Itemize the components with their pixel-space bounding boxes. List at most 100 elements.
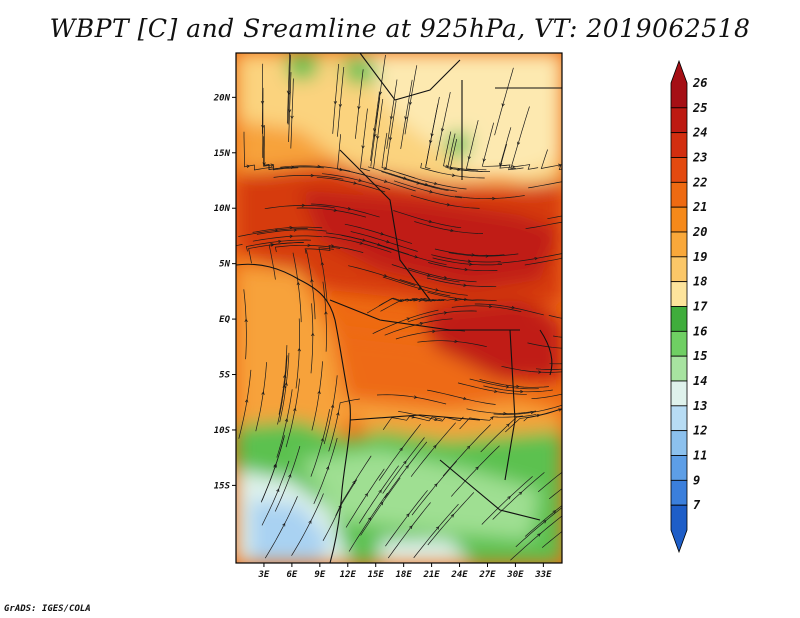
streamline [264, 205, 335, 210]
border-equatorial [329, 299, 520, 331]
streamline [287, 54, 291, 125]
streamline-arrow [399, 447, 403, 452]
streamline [279, 352, 290, 423]
streamline-arrow [467, 259, 472, 263]
streamline [537, 471, 562, 493]
lat-label: 20N [213, 93, 231, 103]
map-frame [235, 52, 563, 564]
streamline [549, 363, 562, 365]
streamline-arrow [288, 473, 292, 478]
border-east-africa [504, 329, 516, 481]
colorbar-swatch [670, 256, 688, 283]
streamline [408, 267, 477, 283]
lon-label: 6E [286, 570, 297, 580]
streamline-arrow [454, 339, 459, 344]
field-north-green-patch-2 [340, 58, 380, 85]
colorbar-label: 26 [692, 76, 707, 90]
streamline [448, 252, 519, 257]
lat-label: 5N [219, 260, 230, 270]
streamline-arrow [380, 501, 384, 506]
streamline [370, 91, 380, 161]
streamline [263, 136, 299, 171]
streamline-arrow [454, 298, 459, 302]
lat-label: 5S [219, 371, 230, 381]
streamline-arrow [571, 523, 574, 526]
streamline-arrow [471, 253, 476, 257]
colorbar-swatch [670, 231, 688, 258]
streamline [479, 379, 549, 388]
streamline-arrow [464, 267, 469, 272]
streamline [524, 257, 562, 266]
streamline [245, 239, 312, 252]
streamline-arrow [357, 106, 361, 110]
colorbar-label: 17 [693, 300, 708, 314]
streamline [274, 244, 341, 253]
streamline-arrow [399, 298, 404, 303]
streamline [459, 415, 524, 430]
streamline [528, 181, 562, 189]
streamline [454, 195, 525, 200]
colorbar-swatch [670, 206, 688, 233]
lon-axis: 3E 6E 9E 12E 15E 18E 21E 24E 27E 30E 33E [258, 563, 552, 580]
streamline [277, 355, 288, 425]
colorbar-label: 23 [692, 151, 707, 165]
streamline-arrow [443, 276, 448, 280]
streamline-arrow [278, 239, 282, 244]
streamline [337, 66, 345, 137]
colorbar-swatch [670, 504, 688, 554]
streamline-arrow [538, 370, 542, 374]
streamline [481, 476, 533, 525]
temperature-field [236, 53, 574, 563]
streamline-arrow [408, 101, 412, 106]
streamline [499, 127, 524, 171]
streamline [427, 291, 497, 302]
streamline-arrow [450, 513, 455, 518]
streamline-arrow [383, 166, 388, 170]
lon-label: 27E [478, 570, 496, 580]
colorbar-label: 19 [693, 250, 707, 264]
colorbar-label: 24 [692, 126, 707, 140]
lon-label: 24E [450, 570, 468, 580]
streamline [248, 242, 304, 264]
streamline-arrow [493, 389, 498, 393]
colorbar: 26 25 24 23 22 21 20 19 18 17 16 15 14 13 12 11 9 7 [670, 59, 708, 554]
colorbar-label: 25 [692, 101, 707, 115]
streamline [290, 78, 294, 149]
streamline [404, 65, 418, 135]
streamline [273, 175, 344, 180]
streamline [540, 149, 562, 170]
streamline-arrow [293, 407, 297, 412]
streamline [358, 465, 399, 524]
streamline-arrow [534, 256, 539, 261]
streamline-arrow [261, 391, 265, 395]
colorbar-swatch [670, 59, 688, 109]
streamline-arrow [467, 156, 471, 160]
border-north-1 [359, 53, 461, 101]
streamline [384, 318, 453, 336]
streamline [451, 445, 500, 497]
streamline-arrow [475, 466, 479, 470]
streamline-arrow [557, 163, 562, 167]
streamline [276, 389, 293, 458]
streamline [261, 460, 290, 526]
streamline [417, 340, 487, 348]
streamline [318, 247, 334, 303]
field-south-cyan [380, 540, 470, 563]
colorbar-label: 18 [693, 275, 707, 289]
streamline [348, 265, 416, 286]
streamline-arrow [450, 228, 454, 233]
colorbar-swatch [670, 380, 688, 407]
streamlines [236, 53, 574, 561]
streamline [332, 63, 340, 134]
streamline [350, 231, 418, 252]
streamline-arrow [310, 173, 315, 178]
streamline [310, 303, 314, 374]
streamline [252, 235, 323, 242]
streamline-arrow [284, 382, 288, 386]
streamline-arrow [317, 390, 321, 395]
streamline [410, 422, 456, 477]
colorbar-label: 22 [692, 175, 707, 189]
streamline-arrow [386, 240, 390, 244]
streamline [260, 436, 285, 503]
